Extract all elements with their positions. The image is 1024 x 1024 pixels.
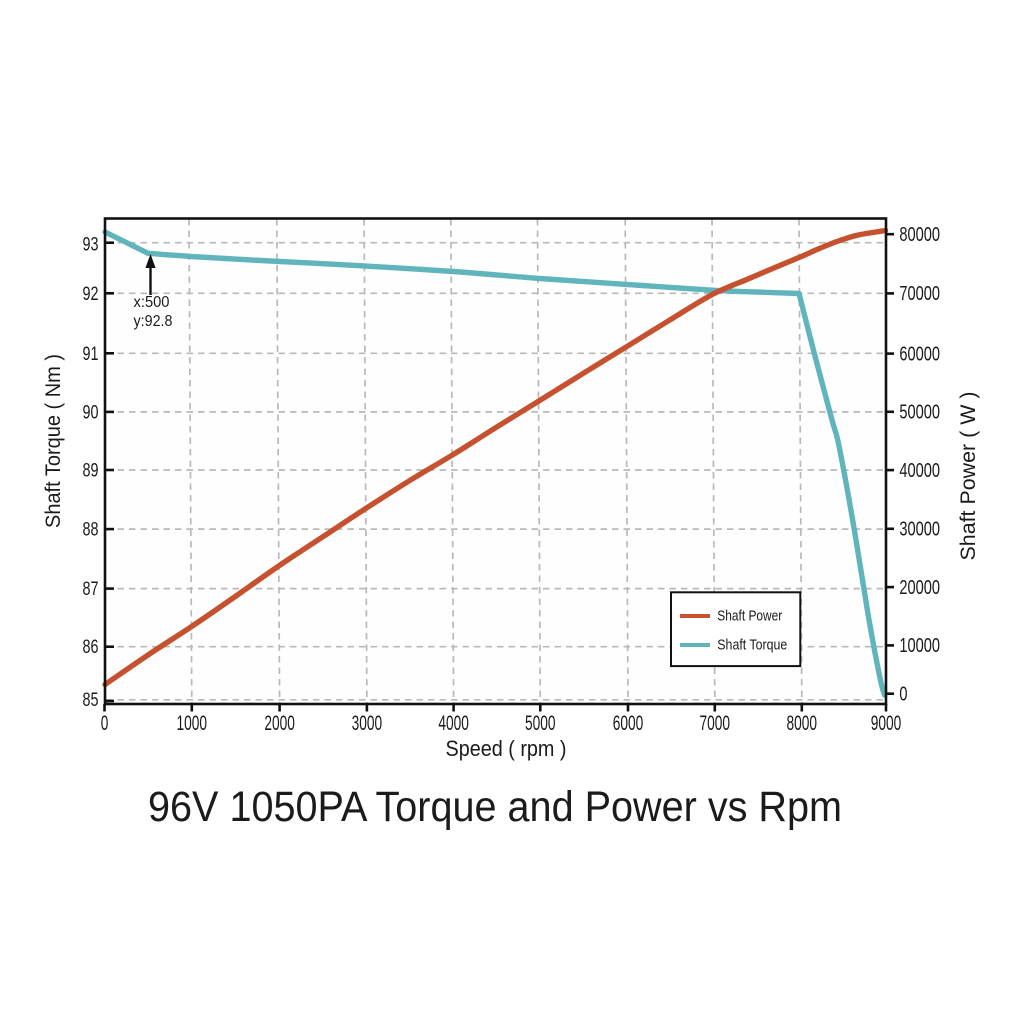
svg-text:8000: 8000 <box>787 711 818 735</box>
svg-text:Shaft Torque: Shaft Torque <box>717 638 787 654</box>
svg-text:y:92.8: y:92.8 <box>134 313 173 330</box>
svg-text:x:500: x:500 <box>134 294 170 311</box>
svg-text:7000: 7000 <box>700 711 731 735</box>
svg-text:88: 88 <box>83 519 99 541</box>
svg-text:30000: 30000 <box>899 519 940 541</box>
svg-text:1000: 1000 <box>177 711 208 735</box>
svg-text:70000: 70000 <box>899 283 940 305</box>
svg-text:90: 90 <box>83 401 99 423</box>
svg-text:4000: 4000 <box>438 711 469 735</box>
svg-text:87: 87 <box>83 578 99 600</box>
svg-text:2000: 2000 <box>264 711 295 735</box>
svg-text:Shaft Power ( W ): Shaft Power ( W ) <box>956 392 980 561</box>
svg-text:Shaft Torque ( Nm ): Shaft Torque ( Nm ) <box>41 354 65 528</box>
svg-text:91: 91 <box>83 343 99 365</box>
svg-text:Shaft Power: Shaft Power <box>717 609 782 625</box>
svg-text:0: 0 <box>899 683 907 705</box>
svg-text:6000: 6000 <box>613 711 644 735</box>
svg-text:96V 1050PA Torque and Power vs: 96V 1050PA Torque and Power vs Rpm <box>148 783 842 831</box>
svg-text:60000: 60000 <box>899 343 940 365</box>
svg-text:0: 0 <box>101 711 109 735</box>
svg-text:80000: 80000 <box>899 224 940 246</box>
svg-text:3000: 3000 <box>352 711 383 735</box>
svg-text:Speed ( rpm ): Speed ( rpm ) <box>446 736 567 761</box>
svg-text:85: 85 <box>83 689 99 711</box>
svg-text:20000: 20000 <box>899 577 940 599</box>
svg-text:92: 92 <box>83 283 99 305</box>
svg-text:50000: 50000 <box>899 402 940 424</box>
svg-text:9000: 9000 <box>871 711 902 735</box>
svg-text:93: 93 <box>83 234 99 256</box>
svg-text:5000: 5000 <box>525 711 556 735</box>
svg-text:89: 89 <box>83 460 99 482</box>
svg-text:10000: 10000 <box>899 635 940 657</box>
svg-text:40000: 40000 <box>899 460 940 482</box>
svg-text:86: 86 <box>83 636 99 658</box>
